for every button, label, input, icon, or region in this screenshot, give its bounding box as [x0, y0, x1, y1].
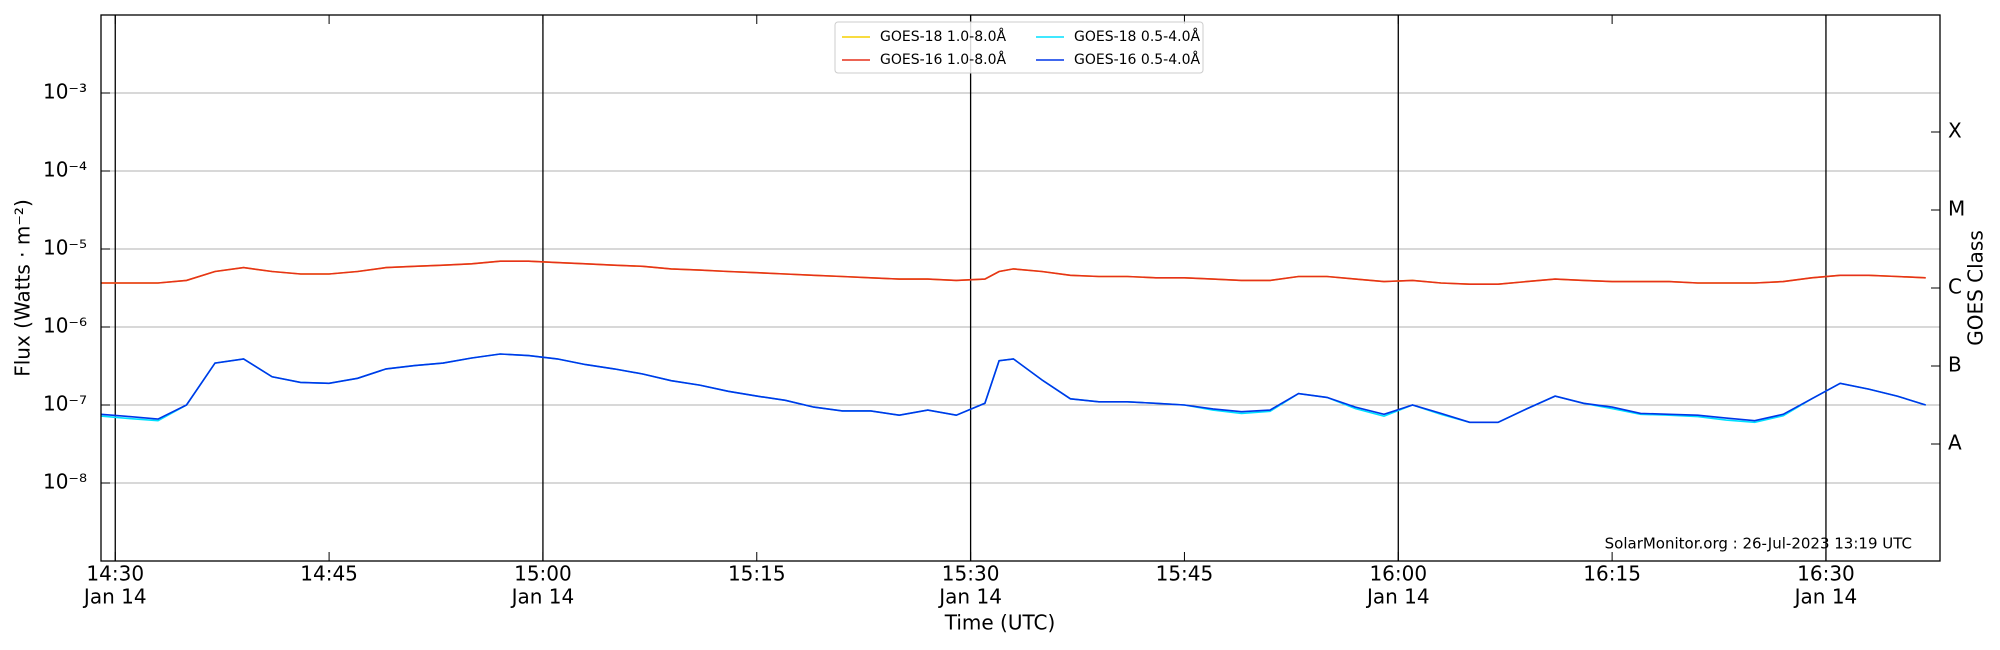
legend-label: GOES-16 0.5-4.0Å [1074, 51, 1200, 68]
x-tick-label: 14:30 [86, 562, 144, 586]
x-tick-label: Jan 14 [937, 585, 1002, 609]
legend-label: GOES-18 0.5-4.0Å [1074, 28, 1200, 45]
series-line [101, 260, 1926, 285]
x-tick-label: 14:45 [300, 562, 358, 586]
y2-tick-label: X [1948, 119, 1962, 143]
y-tick-label: 10⁻³ [43, 80, 87, 104]
x-tick-label: Jan 14 [1793, 585, 1858, 609]
x-tick-label: Jan 14 [1365, 585, 1430, 609]
annotation: SolarMonitor.org : 26-Jul-2023 13:19 UTC [1605, 535, 1912, 553]
x-tick-label: 15:30 [942, 562, 1000, 586]
y-tick-label: 10⁻⁸ [43, 470, 87, 494]
x-axis-label: Time (UTC) [944, 611, 1056, 635]
y2-tick-label: A [1948, 431, 1962, 455]
plot-frame [100, 14, 1941, 562]
y-tick-label: 10⁻⁷ [43, 392, 87, 416]
y-tick-label: 10⁻⁶ [43, 314, 87, 338]
x-tick-label: Jan 14 [510, 585, 575, 609]
y2-axis-label: GOES Class [1964, 230, 1988, 346]
y-axis-label: Flux (Watts · m⁻²) [11, 199, 35, 377]
x-tick-label: 15:00 [514, 562, 572, 586]
x-tick-label: 16:30 [1797, 562, 1855, 586]
legend-box [834, 21, 1204, 74]
y2-tick-label: M [1948, 197, 1965, 221]
x-tick-label: 16:15 [1583, 562, 1641, 586]
legend-label: GOES-16 1.0-8.0Å [880, 51, 1006, 68]
y2-tick-label: B [1948, 353, 1962, 377]
x-tick-label: 15:15 [728, 562, 786, 586]
series-line [101, 260, 1926, 285]
series-line [100, 353, 1926, 424]
legend: GOES-18 1.0-8.0Å GOES-16 1.0-8.0Å GOES-18 … [834, 21, 1204, 74]
series-line [100, 353, 1926, 424]
y-tick-label: 10⁻⁵ [43, 236, 87, 260]
x-tick-label: Jan 14 [82, 585, 147, 609]
y2-tick-label: C [1948, 275, 1962, 299]
x-tick-label: 16:00 [1369, 562, 1427, 586]
y-tick-label: 10⁻⁴ [43, 158, 87, 182]
x-tick-label: 15:45 [1156, 562, 1214, 586]
legend-label: GOES-18 1.0-8.0Å [880, 28, 1006, 45]
